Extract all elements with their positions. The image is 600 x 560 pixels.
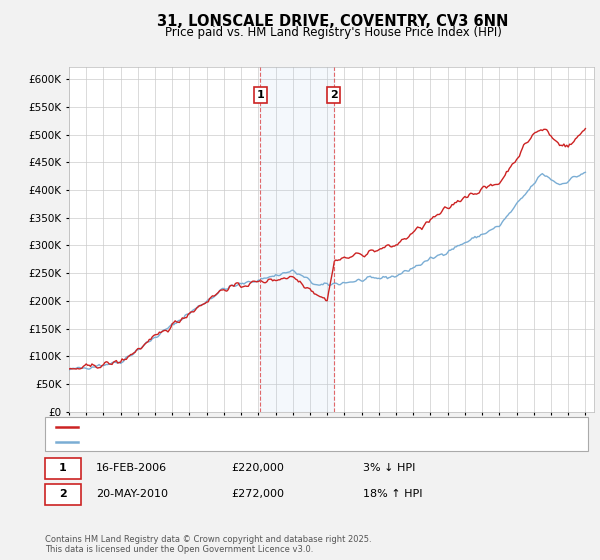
Text: 18% ↑ HPI: 18% ↑ HPI: [363, 489, 422, 500]
Text: 1: 1: [257, 90, 264, 100]
Text: £272,000: £272,000: [231, 489, 284, 500]
Text: 20-MAY-2010: 20-MAY-2010: [96, 489, 168, 500]
Bar: [260, 67, 334, 412]
Text: 16-FEB-2006: 16-FEB-2006: [96, 463, 167, 473]
Text: 3% ↓ HPI: 3% ↓ HPI: [363, 463, 415, 473]
Text: 2: 2: [330, 90, 338, 100]
Text: 31, LONSCALE DRIVE, COVENTRY, CV3 6NN: 31, LONSCALE DRIVE, COVENTRY, CV3 6NN: [157, 14, 509, 29]
Text: 2: 2: [59, 489, 67, 500]
Text: HPI: Average price, detached house, Coventry: HPI: Average price, detached house, Cove…: [82, 437, 323, 447]
Text: Contains HM Land Registry data © Crown copyright and database right 2025.
This d: Contains HM Land Registry data © Crown c…: [45, 535, 371, 554]
Text: £220,000: £220,000: [231, 463, 284, 473]
Text: 1: 1: [59, 463, 67, 473]
Text: Price paid vs. HM Land Registry's House Price Index (HPI): Price paid vs. HM Land Registry's House …: [164, 26, 502, 39]
Text: 31, LONSCALE DRIVE, COVENTRY, CV3 6NN (detached house): 31, LONSCALE DRIVE, COVENTRY, CV3 6NN (d…: [82, 422, 403, 432]
